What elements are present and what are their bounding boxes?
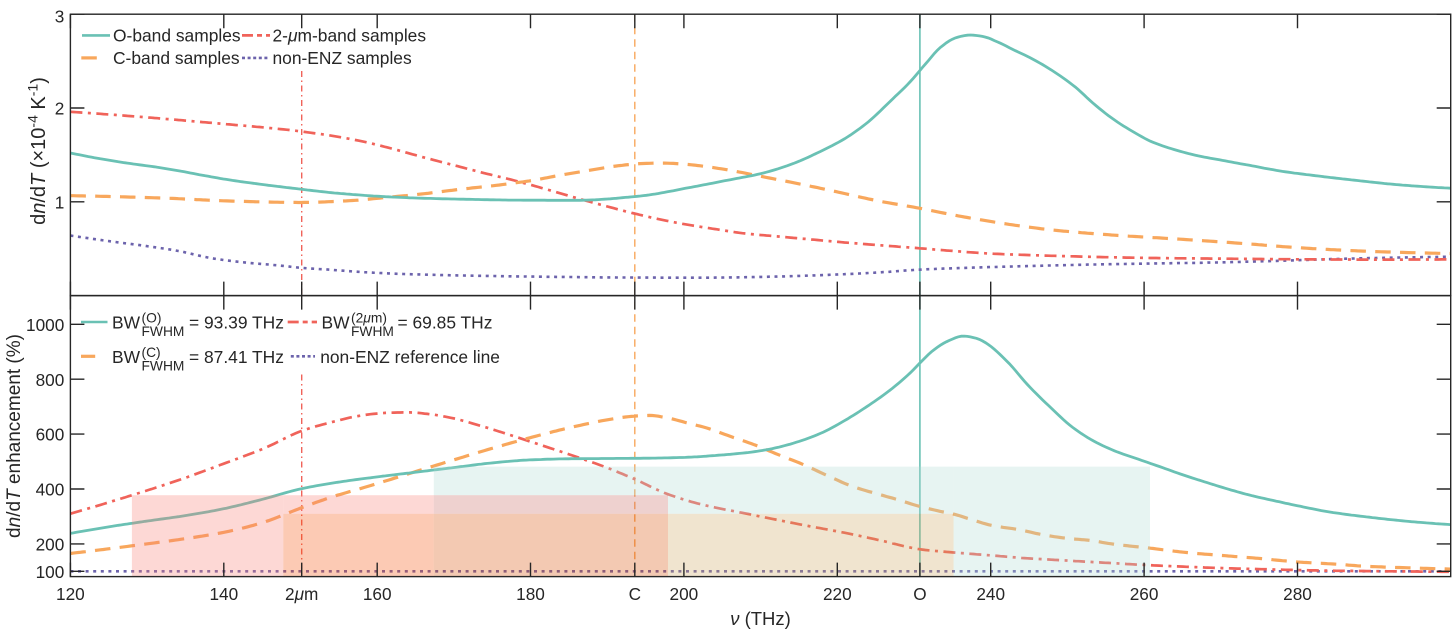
svg-text:BW: BW: [322, 313, 351, 333]
svg-text:240: 240: [976, 584, 1005, 604]
svg-text:BW: BW: [112, 313, 141, 333]
svg-text:2μm: 2μm: [285, 584, 318, 604]
svg-text:160: 160: [363, 584, 392, 604]
svg-text:O: O: [913, 584, 926, 604]
svg-text:800: 800: [36, 370, 65, 390]
svg-text:(C): (C): [142, 345, 161, 360]
svg-text:100: 100: [36, 562, 65, 582]
svg-text:120: 120: [56, 584, 85, 604]
svg-text:O-band samples: O-band samples: [113, 26, 241, 46]
svg-text:600: 600: [36, 425, 65, 445]
svg-text:280: 280: [1283, 584, 1312, 604]
svg-text:140: 140: [209, 584, 238, 604]
svg-text:200: 200: [670, 584, 699, 604]
svg-text:dn/dT (×10-4 K-1): dn/dT (×10-4 K-1): [25, 77, 50, 225]
svg-text:dn/dT enhancement (%): dn/dT enhancement (%): [4, 334, 25, 538]
svg-text:C: C: [629, 584, 641, 604]
svg-text:(O): (O): [142, 311, 162, 326]
svg-text:200: 200: [36, 535, 65, 555]
svg-text:FWHM: FWHM: [351, 324, 394, 339]
svg-text:FWHM: FWHM: [142, 324, 185, 339]
svg-text:C-band samples: C-band samples: [113, 48, 240, 68]
svg-text:(2μm): (2μm): [351, 311, 387, 326]
svg-text:ν (THz): ν (THz): [730, 608, 791, 629]
svg-text:220: 220: [823, 584, 852, 604]
svg-text:260: 260: [1130, 584, 1159, 604]
svg-text:2: 2: [55, 99, 65, 119]
svg-text:non-ENZ reference line: non-ENZ reference line: [320, 347, 500, 367]
svg-text:FWHM: FWHM: [142, 358, 185, 373]
svg-text:2-μm-band samples: 2-μm-band samples: [273, 26, 427, 46]
svg-text:non-ENZ samples: non-ENZ samples: [273, 48, 412, 68]
svg-text:1: 1: [55, 192, 65, 212]
svg-text:BW: BW: [112, 347, 141, 367]
svg-text:1000: 1000: [26, 315, 64, 335]
svg-text:= 93.39 THz: = 93.39 THz: [189, 313, 284, 333]
svg-text:400: 400: [36, 480, 65, 500]
svg-text:= 87.41 THz: = 87.41 THz: [189, 347, 284, 367]
svg-text:3: 3: [55, 6, 65, 26]
svg-text:= 69.85 THz: = 69.85 THz: [398, 313, 493, 333]
svg-text:180: 180: [516, 584, 545, 604]
